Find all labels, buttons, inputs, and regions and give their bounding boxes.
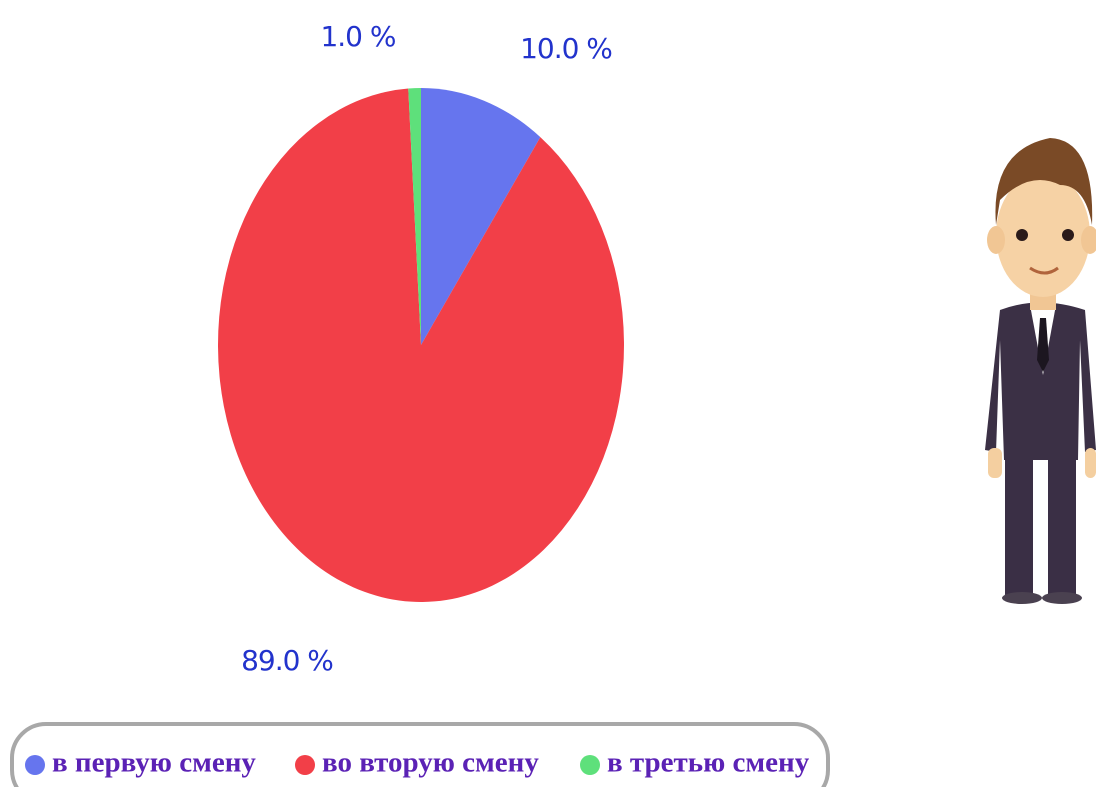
legend-swatch <box>580 755 600 775</box>
value-label: 1.0 % <box>320 20 395 53</box>
legend-label: во вторую смену <box>322 747 539 779</box>
pie-slice <box>218 88 625 602</box>
legend-label: в третью смену <box>607 747 810 779</box>
legend-swatch <box>295 755 315 775</box>
legend-swatch <box>25 755 45 775</box>
legend-label: в первую смену <box>52 747 256 779</box>
pie-slice <box>408 88 421 345</box>
person-illustration <box>985 138 1096 604</box>
value-label: 89.0 % <box>241 644 333 677</box>
legend-frame <box>10 722 830 787</box>
value-label: 10.0 % <box>520 32 612 65</box>
pie-slice <box>421 88 541 345</box>
